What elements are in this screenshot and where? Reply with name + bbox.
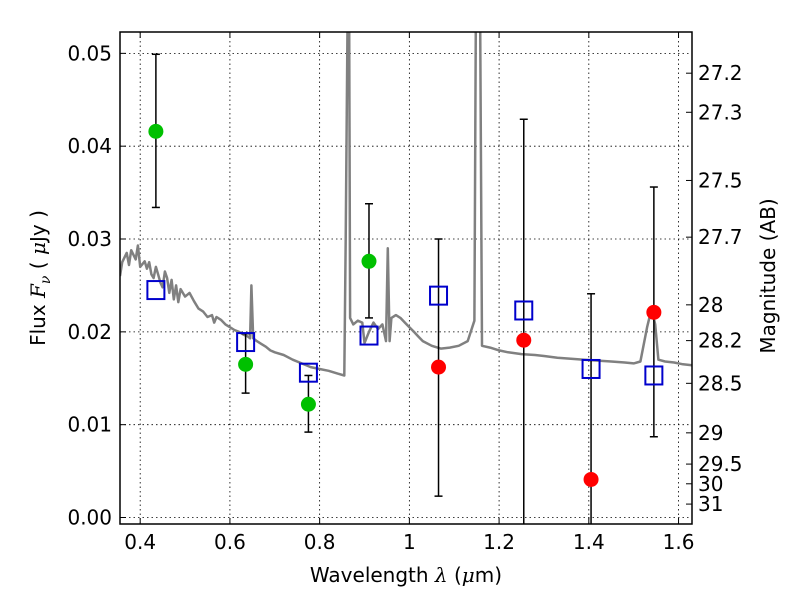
y2-tick-label: 28.5 <box>698 371 743 395</box>
data-point-circle <box>516 332 532 348</box>
data-point-square <box>359 325 379 346</box>
y-tick-label: 0.04 <box>67 134 112 158</box>
data-point-circle <box>148 123 164 139</box>
data-point-circle <box>300 396 316 412</box>
x-tick-label: 1.6 <box>663 530 695 554</box>
y2-axis-label: Magnitude (AB) <box>756 198 780 353</box>
data-point-square <box>581 358 601 379</box>
x-tick-label: 1.2 <box>483 530 515 554</box>
data-point-square <box>146 280 166 301</box>
y2-tick-label: 31 <box>698 492 723 516</box>
data-point-circle <box>646 304 662 320</box>
y-tick-label: 0.05 <box>67 41 112 65</box>
y-tick-label: 0.03 <box>67 227 112 251</box>
data-markers <box>146 53 664 524</box>
tick-labels: 0.4 0.6 0.8 1 1.2 1.4 1.6 0.00 0.01 0.02 0.03 0.04 0… <box>67 41 742 554</box>
data-point-circle <box>583 471 599 487</box>
spectrum-line <box>120 32 692 377</box>
data-point-square <box>429 285 449 306</box>
y2-tick-label: 27.5 <box>698 168 743 192</box>
y2-tick-label: 27.2 <box>698 61 743 85</box>
plot-frame <box>119 31 693 525</box>
y-tick-label: 0.02 <box>67 320 112 344</box>
y2-tick-label: 29 <box>698 421 723 445</box>
y2-tick-label: 28 <box>698 293 723 317</box>
x-tick-label: 0.6 <box>214 530 246 554</box>
y-tick-label: 0.00 <box>67 506 112 530</box>
data-point-circle <box>431 359 447 375</box>
y2-tick-label: 27.7 <box>698 225 743 249</box>
data-point-square <box>236 332 256 353</box>
grid <box>120 32 692 524</box>
spectrum-path <box>120 32 692 377</box>
tick-marks <box>120 32 692 524</box>
x-tick-label: 0.4 <box>124 530 156 554</box>
data-point-square <box>644 365 664 386</box>
x-tick-label: 1.4 <box>573 530 605 554</box>
y-axis-label: Flux Fν ( μJy ) <box>26 210 54 346</box>
y2-tick-label: 27.3 <box>698 100 743 124</box>
data-point-square <box>298 362 318 383</box>
y2-tick-label: 28.2 <box>698 329 743 353</box>
y-tick-label: 0.01 <box>67 413 112 437</box>
x-axis-label: Wavelength λ (μm) <box>310 563 502 587</box>
data-point-square <box>514 300 534 321</box>
y2-tick-label: 30 <box>698 472 723 496</box>
y2-tick-label: 29.5 <box>698 452 743 476</box>
x-tick-label: 1 <box>403 530 416 554</box>
data-point-circle <box>361 253 377 269</box>
x-tick-label: 0.8 <box>304 530 336 554</box>
data-point-circle <box>238 356 254 372</box>
